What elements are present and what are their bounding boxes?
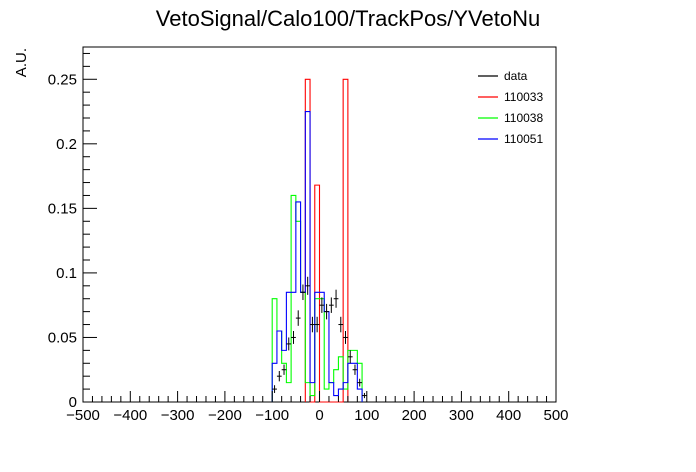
series-110038-histogram	[271, 194, 363, 402]
x-tick-label: 300	[449, 407, 474, 424]
x-tick-label: 200	[402, 407, 427, 424]
legend: data 110033 110038 110051	[478, 69, 543, 146]
legend-label-data: data	[504, 69, 528, 83]
y-tick-label: 0.2	[56, 136, 77, 153]
y-tick-label: 0	[69, 394, 77, 411]
x-tick-label: 500	[543, 407, 568, 424]
x-tick-label: −400	[113, 407, 147, 424]
x-tick-label: 0	[315, 407, 323, 424]
y-tick-label: 0.25	[48, 71, 77, 88]
series-110051-histogram	[271, 110, 363, 402]
x-tick-label: −200	[208, 407, 242, 424]
x-tick-label: −300	[161, 407, 195, 424]
x-tick-label: −100	[255, 407, 289, 424]
y-axis-label: A.U.	[13, 48, 30, 77]
y-tick-label: 0.15	[48, 200, 77, 217]
x-tick-label: 400	[496, 407, 521, 424]
legend-label-110038: 110038	[504, 111, 543, 125]
series-110033-histogram	[304, 78, 349, 403]
legend-label-110033: 110033	[504, 90, 543, 104]
chart-title: VetoSignal/Calo100/TrackPos/YVetoNu	[156, 6, 540, 31]
axes-layer: −500 −400 −300 −200 −100 0 100 200 300 400 500 0 0.0…	[48, 52, 569, 424]
series-layer	[271, 78, 367, 403]
legend-label-110051: 110051	[504, 132, 543, 146]
x-tick-label: −500	[66, 407, 100, 424]
y-tick-label: 0.05	[48, 329, 77, 346]
x-tick-label: 100	[354, 407, 379, 424]
y-tick-label: 0.1	[56, 265, 77, 282]
